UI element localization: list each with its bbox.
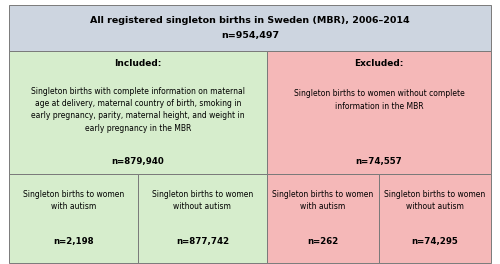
Text: n=879,940: n=879,940 [112,157,164,166]
Text: All registered singleton births in Sweden (MBR), 2006–2014: All registered singleton births in Swede… [90,16,410,25]
Text: n=877,742: n=877,742 [176,237,229,246]
Text: n=74,295: n=74,295 [412,237,459,246]
FancyBboxPatch shape [267,51,491,174]
Text: Singleton births to women
without autism: Singleton births to women without autism [152,190,253,211]
Text: Excluded:: Excluded: [354,59,404,68]
FancyBboxPatch shape [267,174,379,263]
Text: Singleton births to women
with autism: Singleton births to women with autism [272,190,374,211]
FancyBboxPatch shape [9,51,267,174]
FancyBboxPatch shape [379,174,491,263]
Text: Singleton births to women
with autism: Singleton births to women with autism [23,190,124,211]
Text: Included:: Included: [114,59,162,68]
Text: n=262: n=262 [308,237,338,246]
Text: Singleton births to women
without autism: Singleton births to women without autism [384,190,486,211]
Text: Singleton births with complete information on maternal
age at delivery, maternal: Singleton births with complete informati… [31,87,245,133]
FancyBboxPatch shape [9,174,138,263]
Text: Singleton births to women without complete
information in the MBR: Singleton births to women without comple… [294,89,464,111]
FancyBboxPatch shape [138,174,267,263]
Text: n=74,557: n=74,557 [356,157,403,166]
Text: n=954,497: n=954,497 [221,31,279,40]
FancyBboxPatch shape [9,5,491,51]
Text: n=2,198: n=2,198 [53,237,94,246]
